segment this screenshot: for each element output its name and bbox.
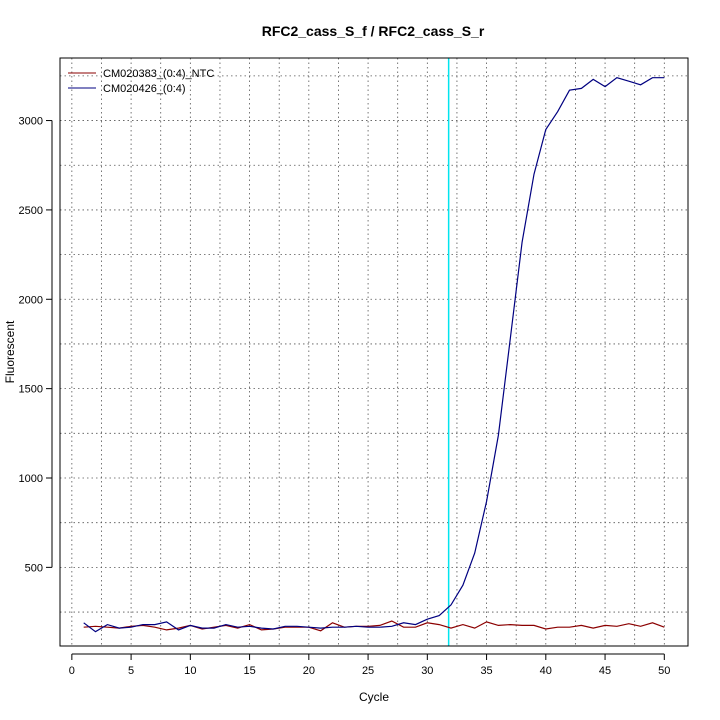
x-tick-label: 35	[480, 665, 492, 677]
x-tick-label: 30	[421, 665, 433, 677]
x-tick-label: 45	[599, 665, 611, 677]
x-tick-label: 5	[128, 665, 134, 677]
x-tick-label: 50	[658, 665, 670, 677]
x-tick-label: 10	[184, 665, 196, 677]
legend-label-sample: CM020426_(0:4)	[103, 83, 186, 95]
series-line-1	[83, 77, 665, 633]
x-tick-label: 0	[69, 665, 75, 677]
grid	[60, 58, 688, 646]
y-axis: 500 1000 1500 2000 2500 3000	[19, 116, 53, 574]
y-tick-label: 500	[25, 562, 43, 574]
y-tick-label: 1500	[19, 384, 43, 396]
y-axis-label: Fluorescent	[3, 320, 17, 383]
x-axis-label: Cycle	[359, 690, 389, 704]
series-line-0	[83, 620, 665, 632]
series-group	[83, 77, 665, 633]
chart-title: RFC2_cass_S_f / RFC2_cass_S_r	[262, 23, 485, 39]
x-tick-label: 40	[540, 665, 552, 677]
y-tick-label: 3000	[19, 116, 43, 128]
plot-frame	[59, 57, 689, 647]
y-tick-label: 2000	[19, 294, 43, 306]
x-tick-label: 20	[303, 665, 315, 677]
x-tick-label: 15	[243, 665, 255, 677]
legend-label-ntc: CM020383_(0:4)_NTC	[103, 68, 214, 80]
x-tick-label: 25	[362, 665, 374, 677]
y-tick-label: 1000	[19, 473, 43, 485]
y-tick-label: 2500	[19, 205, 43, 217]
legend: CM020383_(0:4)_NTC CM020426_(0:4)	[68, 68, 214, 95]
x-axis: 0 5 10 15 20 25 30 35 40 45 50	[69, 653, 670, 677]
